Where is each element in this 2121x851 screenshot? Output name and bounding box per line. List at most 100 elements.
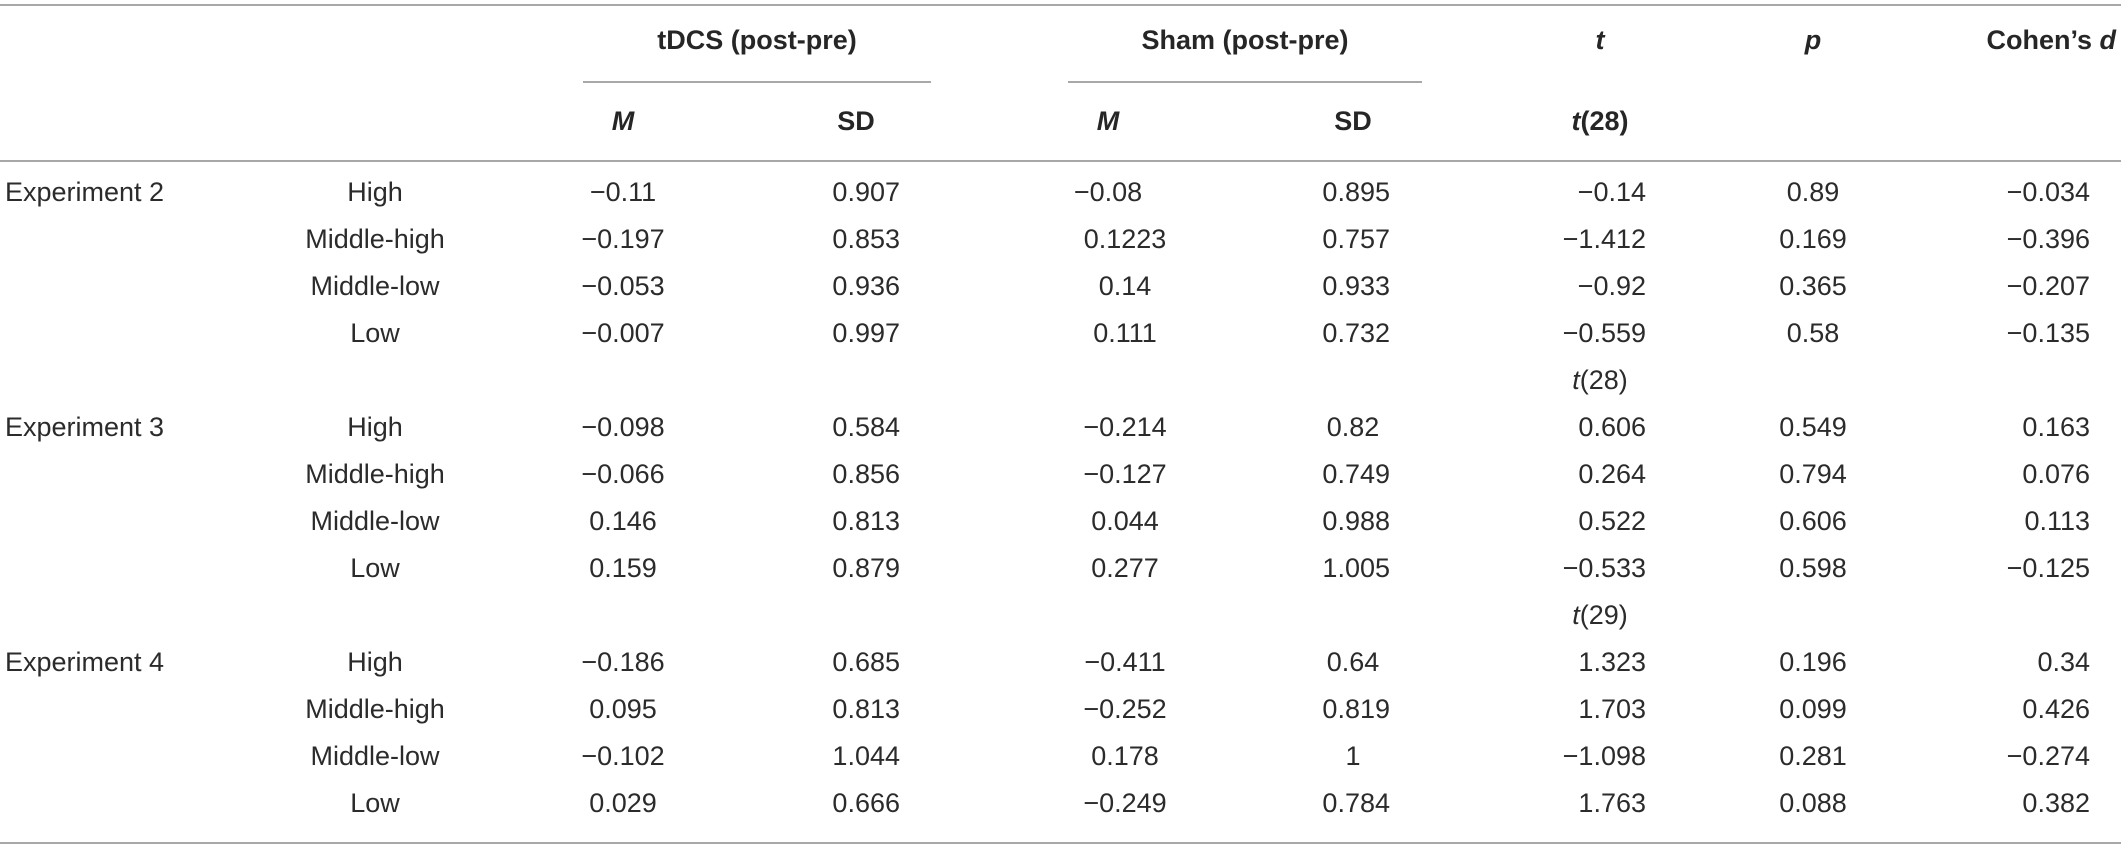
p-value: 0.281 xyxy=(1779,741,1847,771)
header-cohens-d-italic: d xyxy=(2099,25,2117,55)
cohens-d-value: −0.396 xyxy=(2006,224,2090,254)
t-value: 0.264 xyxy=(1578,459,1646,489)
tdcs-sd-value: 0.813 xyxy=(832,694,900,724)
df-label-t: t xyxy=(1572,365,1580,395)
tdcs-sd-value: 0.879 xyxy=(832,553,900,583)
sham-sd-value: 0.784 xyxy=(1322,788,1390,818)
sham-m-value: −0.08 xyxy=(1073,177,1143,207)
t-value: −0.559 xyxy=(1562,318,1646,348)
cohens-d-value: −0.274 xyxy=(2006,741,2090,771)
sham-m-value: 0.277 xyxy=(1091,553,1159,583)
sham-sd-value: 0.895 xyxy=(1322,177,1390,207)
sham-sd-value: 0.732 xyxy=(1322,318,1390,348)
tdcs-m-value: −0.102 xyxy=(581,741,665,771)
df-label-t: t xyxy=(1572,600,1580,630)
header-p: p xyxy=(1804,25,1822,55)
tdcs-m-value: −0.098 xyxy=(581,412,665,442)
t-value: 1.763 xyxy=(1578,788,1646,818)
tdcs-sd-value: 0.584 xyxy=(832,412,900,442)
cohens-d-value: 0.382 xyxy=(2022,788,2090,818)
level-label: Middle-high xyxy=(305,459,445,489)
t-value: −0.92 xyxy=(1577,271,1646,301)
sham-m-value: −0.127 xyxy=(1083,459,1167,489)
p-value: 0.196 xyxy=(1779,647,1847,677)
df-label: t(28) xyxy=(1540,357,1660,404)
tdcs-sd-value: 0.907 xyxy=(832,177,900,207)
level-label: Middle-low xyxy=(310,271,440,301)
sham-sd-value: 1.005 xyxy=(1322,553,1390,583)
cohens-d-value: 0.163 xyxy=(2022,412,2090,442)
header-tdcs-m: M xyxy=(611,106,635,136)
level-label: High xyxy=(347,647,403,677)
tdcs-sd-value: 0.997 xyxy=(832,318,900,348)
tdcs-m-value: −0.053 xyxy=(581,271,665,301)
sham-m-value: 0.1223 xyxy=(1083,224,1167,254)
p-value: 0.58 xyxy=(1786,318,1840,348)
header-bottom-rule xyxy=(0,160,2121,162)
header-df-rest: (28) xyxy=(1580,106,1629,136)
tdcs-m-value: 0.146 xyxy=(589,506,657,536)
t-value: −1.098 xyxy=(1562,741,1646,771)
p-value: 0.365 xyxy=(1779,271,1847,301)
sham-m-value: 0.14 xyxy=(1098,271,1152,301)
header-sham-sd: SD xyxy=(1334,106,1372,136)
level-label: Middle-high xyxy=(305,224,445,254)
sham-m-value: 0.111 xyxy=(1093,318,1157,348)
df-label: t(29) xyxy=(1540,592,1660,639)
sham-sd-value: 0.988 xyxy=(1322,506,1390,536)
t-value: 1.323 xyxy=(1578,647,1646,677)
cohens-d-value: 0.34 xyxy=(2037,647,2090,677)
sham-sd-value: 0.64 xyxy=(1326,647,1380,677)
level-label: Low xyxy=(350,553,400,583)
p-value: 0.598 xyxy=(1779,553,1847,583)
tdcs-m-value: 0.029 xyxy=(589,788,657,818)
sham-m-value: −0.214 xyxy=(1083,412,1167,442)
tdcs-m-value: −0.186 xyxy=(581,647,665,677)
sham-sd-value: 0.749 xyxy=(1322,459,1390,489)
t-value: −1.412 xyxy=(1562,224,1646,254)
tdcs-m-value: −0.007 xyxy=(581,318,665,348)
p-value: 0.89 xyxy=(1786,177,1840,207)
tdcs-m-value: −0.11 xyxy=(589,177,657,207)
sham-sd-value: 0.82 xyxy=(1326,412,1380,442)
sham-sd-value: 0.933 xyxy=(1322,271,1390,301)
sham-sd-value: 0.819 xyxy=(1322,694,1390,724)
header-tdcs: tDCS (post-pre) xyxy=(657,25,857,55)
level-label: High xyxy=(347,177,403,207)
level-label: Middle-low xyxy=(310,741,440,771)
bottom-rule xyxy=(0,842,2121,844)
level-label: Middle-high xyxy=(305,694,445,724)
p-value: 0.549 xyxy=(1779,412,1847,442)
sham-m-value: −0.249 xyxy=(1083,788,1167,818)
tdcs-sd-value: 1.044 xyxy=(832,741,900,771)
cohens-d-value: −0.125 xyxy=(2006,553,2090,583)
p-value: 0.794 xyxy=(1779,459,1847,489)
header-df: t(28) xyxy=(1540,98,1660,145)
header-t: t xyxy=(1595,25,1605,55)
sham-span-rule xyxy=(1068,81,1422,83)
header-tdcs-sd: SD xyxy=(837,106,875,136)
cohens-d-value: 0.426 xyxy=(2022,694,2090,724)
t-value: 1.703 xyxy=(1578,694,1646,724)
p-value: 0.099 xyxy=(1779,694,1847,724)
p-value: 0.169 xyxy=(1779,224,1847,254)
header-sham: Sham (post-pre) xyxy=(1141,25,1349,55)
cohens-d-value: 0.076 xyxy=(2022,459,2090,489)
tdcs-m-value: −0.197 xyxy=(581,224,665,254)
tdcs-m-value: 0.095 xyxy=(589,694,657,724)
tdcs-m-value: −0.066 xyxy=(581,459,665,489)
t-value: 0.606 xyxy=(1578,412,1646,442)
sham-m-value: 0.178 xyxy=(1091,741,1159,771)
sham-m-value: −0.411 xyxy=(1084,647,1166,677)
t-value: −0.533 xyxy=(1562,553,1646,583)
tdcs-sd-value: 0.853 xyxy=(832,224,900,254)
tdcs-m-value: 0.159 xyxy=(589,553,657,583)
level-label: High xyxy=(347,412,403,442)
df-label-rest: (29) xyxy=(1579,600,1628,630)
cohens-d-value: −0.207 xyxy=(2006,271,2090,301)
tdcs-sd-value: 0.936 xyxy=(832,271,900,301)
df-label-rest: (28) xyxy=(1579,365,1628,395)
tdcs-sd-value: 0.813 xyxy=(832,506,900,536)
cohens-d-value: 0.113 xyxy=(2024,506,2090,536)
